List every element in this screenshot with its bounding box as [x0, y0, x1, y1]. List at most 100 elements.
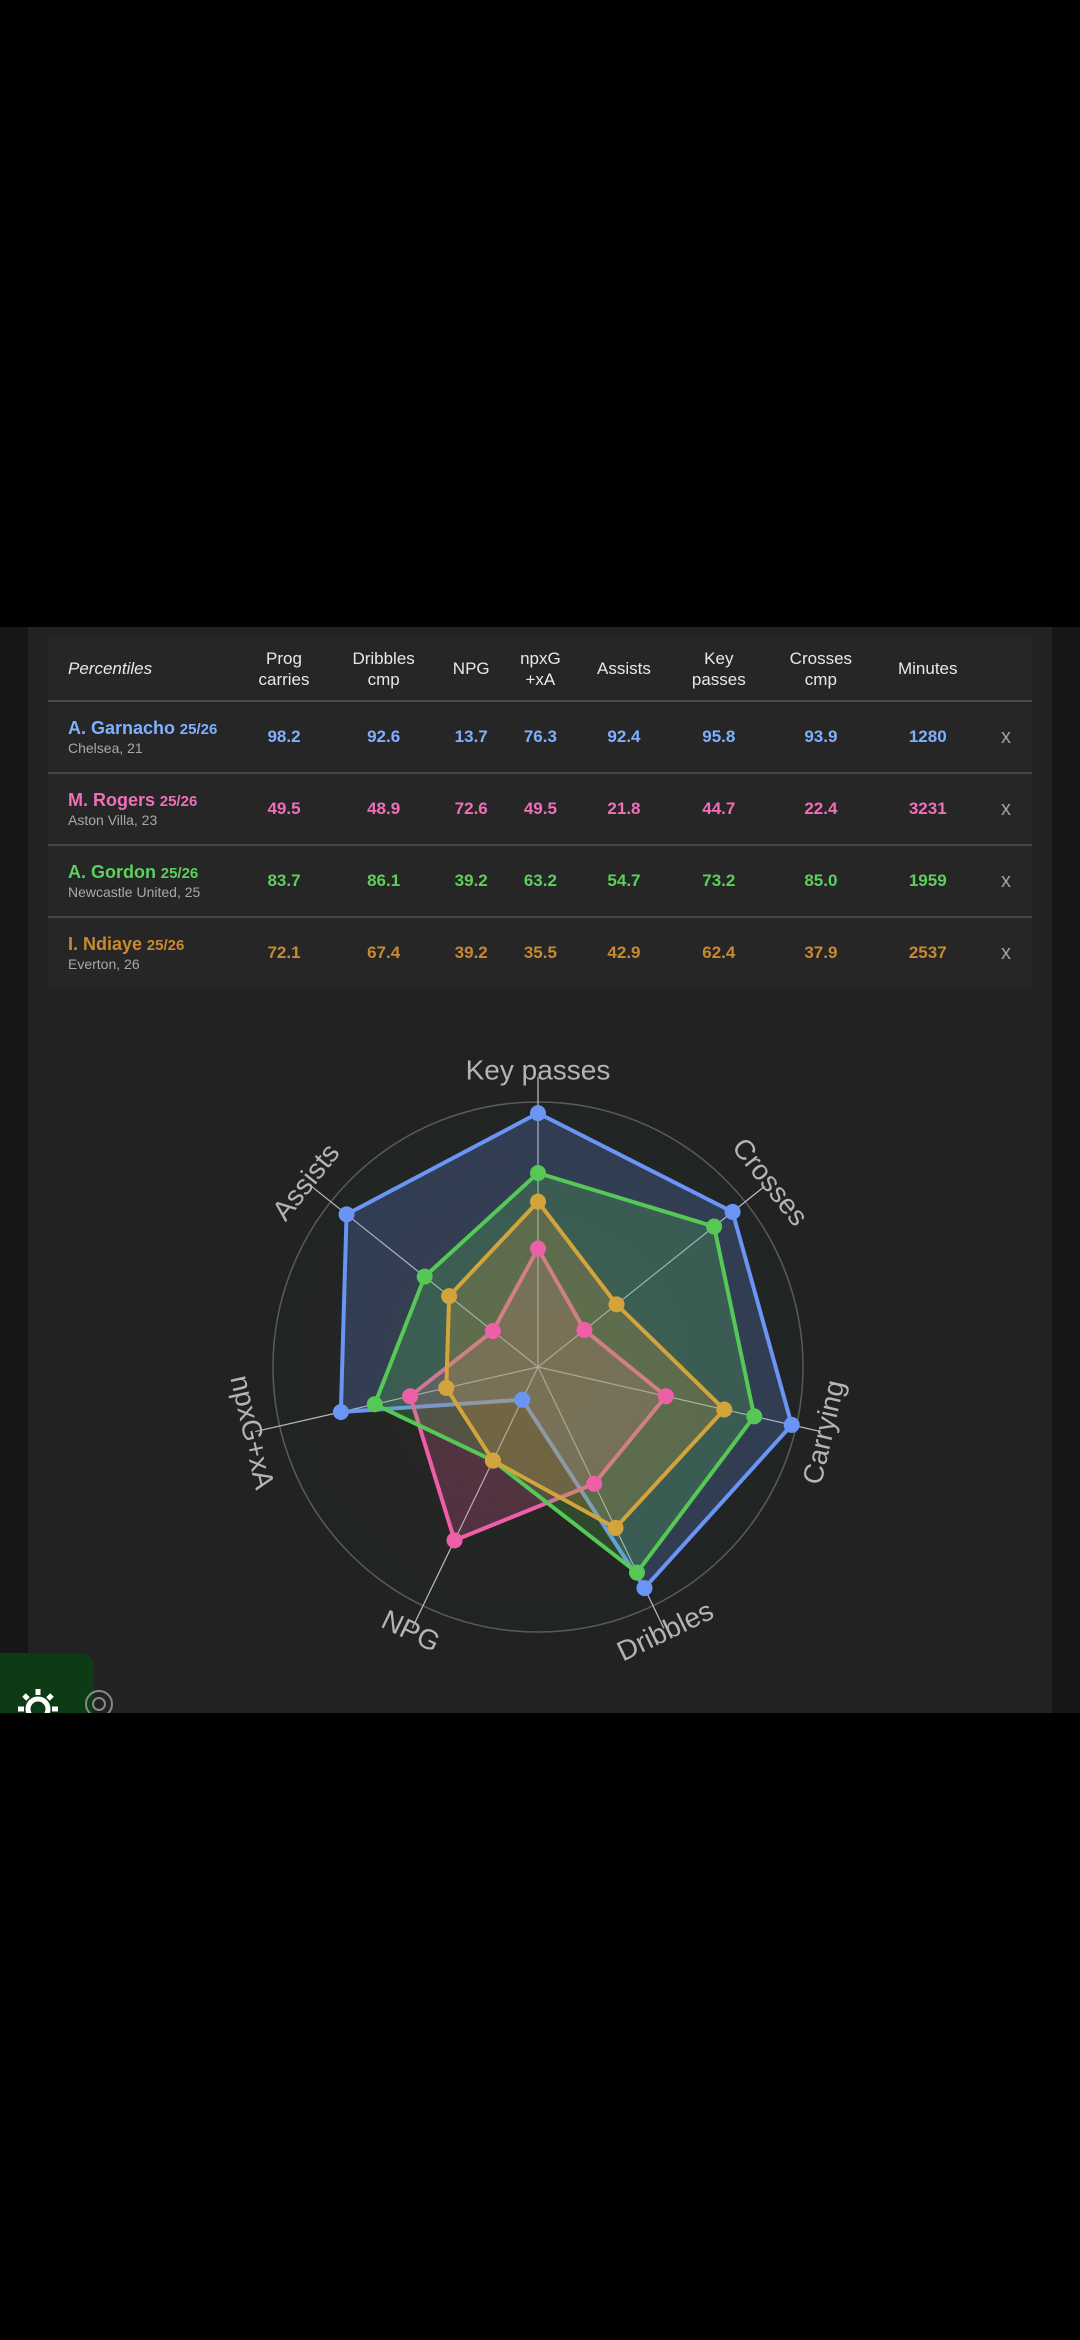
player-name[interactable]: A. Gordon	[68, 862, 156, 882]
player-cell[interactable]: A. Garnacho 25/26 Chelsea, 21	[48, 701, 239, 774]
stat-value: 49.5	[239, 773, 329, 846]
stat-value: 67.4	[367, 943, 401, 962]
radar-point	[484, 1452, 501, 1469]
radar-point	[530, 1105, 546, 1122]
stat-value: 48.9	[329, 773, 439, 846]
radar-point	[530, 1165, 546, 1182]
radar-point	[716, 1401, 733, 1418]
secondary-icon[interactable]	[82, 1687, 116, 1713]
stat-value: 92.4	[576, 701, 672, 774]
radar-point	[530, 1240, 546, 1257]
radar-point	[441, 1288, 458, 1305]
stat-value: 44.7	[671, 773, 767, 846]
stat-value: 62.4	[702, 943, 736, 962]
radar-point	[636, 1580, 653, 1597]
column-header[interactable]: npxG +xA	[504, 637, 577, 702]
radar-point	[746, 1408, 763, 1425]
radar-point	[724, 1203, 741, 1220]
column-header[interactable]: Dribbles cmp	[329, 637, 439, 702]
player-cell[interactable]: I. Ndiaye 25/26 Everton, 26	[48, 917, 239, 988]
radar-chart: Key passesCrossesCarryingDribblesNPGnpxG…	[224, 1054, 850, 1667]
radar-point	[576, 1321, 593, 1338]
stat-value: 92.6	[329, 701, 439, 774]
stat-value: 72.1	[267, 943, 301, 962]
radar-point	[446, 1532, 463, 1549]
player-season: 25/26	[146, 937, 185, 954]
stat-value: 98.2	[239, 701, 329, 774]
radar-series-1	[408, 1246, 668, 1543]
remove-player-button[interactable]: x	[980, 773, 1032, 846]
stat-value: 73.2	[671, 845, 767, 918]
stat-value: 95.8	[671, 701, 767, 774]
player-team: Everton, 26	[68, 956, 140, 972]
table-body: A. Garnacho 25/26 Chelsea, 21 98.2 92.6 13.7…	[48, 701, 1032, 988]
table-header-row: Percentiles Prog carries Dribbles cmp NPG npxG…	[48, 637, 1032, 702]
stat-value: 83.7	[239, 845, 329, 918]
stat-value: 63.2	[504, 845, 577, 918]
table-row: I. Ndiaye 25/26 Everton, 26 72.1 67.4 39.2 35…	[48, 917, 1032, 988]
player-name[interactable]: I. Ndiaye	[68, 934, 143, 954]
table-row: M. Rogers 25/26 Aston Villa, 23 49.5 48.9 72…	[48, 773, 1032, 846]
player-name[interactable]: A. Garnacho	[68, 718, 176, 738]
stat-value: 35.5	[523, 943, 557, 962]
player-cell[interactable]: M. Rogers 25/26 Aston Villa, 23	[48, 773, 239, 846]
radar-axis-label: Key passes	[466, 1054, 611, 1085]
comparison-panel: Percentiles Prog carries Dribbles cmp NPG npxG…	[0, 627, 1080, 1713]
radar-series-3	[444, 1199, 727, 1530]
radar-point	[338, 1206, 355, 1223]
stat-value: 39.2	[438, 845, 505, 918]
radar-point	[484, 1322, 501, 1339]
radar-point	[706, 1218, 723, 1235]
player-name[interactable]: M. Rogers	[68, 790, 156, 810]
radar-point	[608, 1296, 625, 1313]
column-header: Percentiles	[48, 637, 239, 702]
stat-value: 1959	[875, 845, 980, 918]
column-header[interactable]: Prog carries	[239, 637, 329, 702]
content-card: Percentiles Prog carries Dribbles cmp NPG npxG…	[28, 627, 1052, 1713]
radar-axis-line	[255, 1366, 539, 1433]
stat-value: 37.9	[804, 943, 838, 962]
stat-value: 22.4	[766, 773, 876, 846]
stat-value: 86.1	[329, 845, 439, 918]
stat-value: 2537	[908, 943, 947, 962]
radar-point	[332, 1403, 349, 1420]
player-team: Chelsea, 21	[68, 740, 143, 756]
column-header[interactable]: NPG	[438, 637, 505, 702]
stat-value: 93.9	[766, 701, 876, 774]
radar-point	[402, 1388, 419, 1405]
radar-point	[366, 1396, 383, 1413]
radar-point	[438, 1379, 455, 1396]
remove-player-button[interactable]: x	[980, 701, 1032, 774]
percentiles-table: Percentiles Prog carries Dribbles cmp NPG npxG…	[48, 637, 1032, 988]
column-header[interactable]: Crosses cmp	[766, 637, 876, 702]
stat-value: 76.3	[504, 701, 577, 774]
player-season: 25/26	[160, 865, 199, 882]
stat-value: 54.7	[576, 845, 672, 918]
radar-point	[607, 1519, 624, 1536]
radar-point	[657, 1388, 674, 1405]
player-cell[interactable]: A. Gordon 25/26 Newcastle United, 25	[48, 845, 239, 918]
player-season: 25/26	[179, 721, 218, 738]
stat-value: 72.6	[438, 773, 505, 846]
player-season: 25/26	[159, 793, 198, 810]
stat-value: 21.8	[576, 773, 672, 846]
radar-axis-line	[537, 1366, 821, 1433]
stat-value: 42.9	[607, 943, 641, 962]
radar-axis-line	[411, 1366, 539, 1629]
radar-series-0	[338, 1111, 794, 1591]
stat-value: 49.5	[504, 773, 577, 846]
settings-button[interactable]	[0, 1653, 94, 1713]
column-header[interactable]: Key passes	[671, 637, 767, 702]
radar-point	[514, 1391, 531, 1408]
radar-point	[783, 1416, 800, 1433]
radar-point	[628, 1564, 645, 1581]
column-header[interactable]: Assists	[576, 637, 672, 702]
stat-value: 13.7	[438, 701, 505, 774]
remove-player-button[interactable]: x	[980, 845, 1032, 918]
column-header-remove	[980, 637, 1032, 702]
stat-value: 3231	[875, 773, 980, 846]
column-header[interactable]: Minutes	[875, 637, 980, 702]
radar-axis-label: npxG+xA	[224, 1372, 280, 1492]
remove-player-button[interactable]: x	[1001, 941, 1011, 964]
stat-value: 1280	[875, 701, 980, 774]
